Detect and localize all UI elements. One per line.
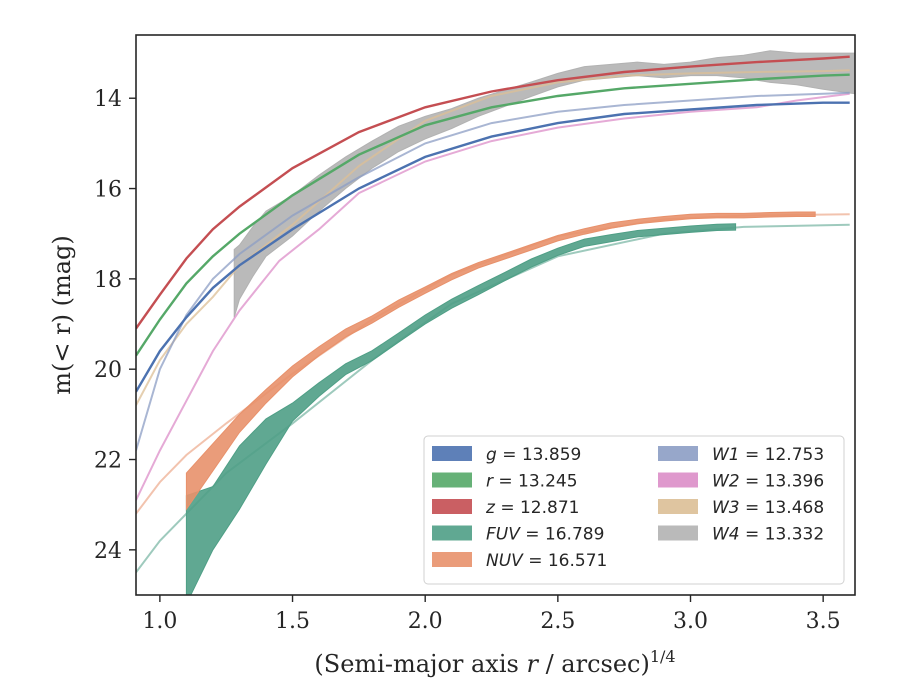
- x-tick-label: 3.0: [673, 609, 708, 634]
- x-tick-label: 2.0: [408, 609, 443, 634]
- y-tick-label: 16: [94, 178, 122, 203]
- y-tick-label: 14: [94, 87, 122, 112]
- legend-label: g = 13.859: [486, 445, 581, 465]
- ticks-layer: 1.0 1.5 2.0 2.5 3.0 3.5 14 16 18 20 22 24: [94, 87, 841, 634]
- legend-swatch: [658, 499, 698, 514]
- legend-label: FUV = 16.789: [486, 525, 604, 545]
- legend-label: NUV = 16.571: [486, 551, 607, 571]
- y-tick-label: 24: [94, 539, 122, 564]
- legend-item-w2: W2 = 13.396: [658, 472, 824, 492]
- y-tick-label: 22: [94, 449, 122, 474]
- legend-swatch: [432, 525, 472, 541]
- legend-item-w3: W3 = 13.468: [658, 498, 824, 518]
- x-axis-label: (Semi-major axis r / arcsec)1/4: [314, 647, 675, 678]
- legend-label: r = 13.245: [486, 472, 578, 492]
- legend-item-r: r = 13.245: [432, 472, 578, 492]
- legend: g = 13.859 r = 13.245 z = 12.871 FUV = 16.7…: [423, 435, 845, 585]
- y-tick-label: 20: [94, 358, 122, 383]
- legend-swatch: [658, 525, 698, 541]
- y-tick-label: 18: [94, 268, 122, 293]
- legend-swatch: [658, 472, 698, 488]
- series-z-line: [136, 55, 850, 330]
- legend-label: W3 = 13.468: [712, 498, 824, 518]
- y-axis-label: m(< r) (mag): [48, 235, 76, 394]
- legend-swatch: [432, 446, 472, 461]
- series-fuv-band: [185, 223, 737, 595]
- series-layer: [136, 50, 855, 595]
- x-tick-label: 3.5: [806, 609, 841, 634]
- x-tick-label: 1.0: [142, 609, 177, 634]
- series-w2-line: [136, 92, 850, 501]
- legend-swatch: [432, 499, 472, 514]
- x-tick-label: 2.5: [540, 609, 575, 634]
- series-r-line: [136, 73, 850, 357]
- legend-label: z = 12.871: [485, 498, 579, 518]
- legend-item-nuv: NUV = 16.571: [432, 551, 607, 571]
- legend-box: [423, 435, 845, 585]
- legend-item-g: g = 13.859: [432, 445, 581, 465]
- legend-item-w1: W1 = 12.753: [658, 445, 824, 465]
- legend-label: W2 = 13.396: [712, 472, 824, 492]
- legend-item-w4: W4 = 13.332: [658, 525, 824, 545]
- legend-item-fuv: FUV = 16.789: [432, 525, 604, 545]
- legend-item-z: z = 12.871: [432, 498, 579, 518]
- legend-swatch: [658, 446, 698, 461]
- series-w3-line: [136, 69, 850, 406]
- series-g-line: [136, 101, 850, 393]
- series-nuv-band: [185, 211, 816, 511]
- legend-label: W1 = 12.753: [712, 445, 824, 465]
- legend-label: W4 = 13.332: [712, 525, 824, 545]
- legend-swatch: [432, 552, 472, 567]
- series-w1-line: [136, 91, 850, 451]
- plot-frame: [135, 34, 856, 596]
- x-tick-label: 1.5: [275, 609, 310, 634]
- legend-swatch: [432, 472, 472, 488]
